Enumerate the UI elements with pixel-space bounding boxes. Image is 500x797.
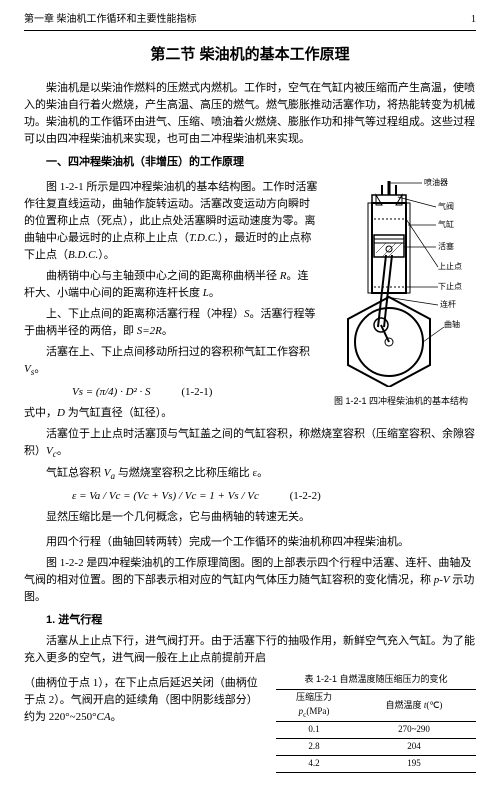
cell: 4.2 [276,756,352,773]
txt: 气缸总容积 [46,467,104,479]
p-intake-1: 活塞从上止点下行，进气阀打开。由于活塞下行的抽吸作用，新鲜空气充入气缸。为了能充… [24,633,476,667]
sym-CA: CA [97,711,111,723]
label-piston: 活塞 [438,241,454,251]
page-header: 第一章 柴油机工作循环和主要性能指标 1 [24,12,476,31]
sym: V [24,363,31,375]
bdc: B.D.C. [68,249,98,261]
sym-pV: p-V [434,574,450,586]
eqno: (1-2-2) [290,490,321,502]
label-injector: 喷油器 [424,177,448,187]
sym-D: D [57,407,65,419]
intro-paragraph: 柴油机是以柴油作燃料的压燃式内燃机。工作时，空气在气缸内被压缩而产生高温，使喷入… [24,80,476,148]
sym: =2R [142,325,162,337]
subheading-intake: 1. 进气行程 [24,612,476,629]
tdc: T.D.C. [189,232,218,244]
cell: 0.1 [276,722,352,739]
label-crank: 曲轴 [444,319,460,329]
cell: 270~290 [352,722,476,739]
page: 第一章 柴油机工作循环和主要性能指标 1 第二节 柴油机的基本工作原理 柴油机是… [0,0,500,797]
label-valve: 气阀 [438,201,454,211]
figure-caption: 图 1-2-1 四冲程柴油机的基本结构 [326,395,476,409]
page-number: 1 [471,12,476,28]
label-cylinder: 气缸 [438,219,454,229]
table-row: 4.2195 [276,756,476,773]
txt: 上、下止点间的距离称活塞行程（冲程） [46,308,244,320]
p-four-stroke-def: 用四个行程（曲轴回转两转）完成一个工作循环的柴油机称四冲程柴油机。 [24,534,476,551]
content-with-figure: 喷油器 气阀 气缸 活塞 上止点 下止点 连杆 曲轴 图 1-2-1 四冲程柴油… [24,175,476,530]
txt: 。 [209,287,220,299]
label-tdc: 上止点 [438,261,462,271]
table-title: 表 1-2-1 自燃温度随压缩压力的变化 [276,673,476,687]
label-bdc: 下止点 [438,281,462,291]
p-compression-ratio: 气缸总容积 Va 与燃烧室容积之比称压缩比 ε。 [24,465,476,483]
table-row: 0.1270~290 [276,722,476,739]
txt: ）。 [98,249,115,261]
label-conrod: 连杆 [440,299,456,309]
eqno: (1-2-1) [181,386,212,398]
p-combustion-volume: 活塞位于上止点时活塞顶与气缸盖之间的气缸容积，称燃烧室容积（压缩室容积、余隙容积… [24,426,476,461]
subheading-1: 一、四冲程柴油机（非增压）的工作原理 [24,154,476,171]
cell: 195 [352,756,476,773]
p-fig-1-2-2: 图 1-2-2 是四冲程柴油机的工作原理简图。图的上部表示四个行程中活塞、连杆、… [24,555,476,606]
section-title: 第二节 柴油机的基本工作原理 [24,43,476,66]
unit: (MPa) [306,706,329,716]
txt: 自燃温度 [386,700,424,710]
engine-diagram-svg: 喷油器 气阀 气缸 活塞 上止点 下止点 连杆 曲轴 [326,177,476,387]
p-epsilon-note: 显然压缩比是一个几何概念，它与曲柄轴的转速无关。 [24,509,476,526]
eq: ε = Va / Vc = (Vc + Vs) / Vc = 1 + Vs / … [72,490,259,502]
sym: V [46,445,53,457]
cell: 2.8 [276,739,352,756]
eq: Vs = (π/4) · D² · S [72,386,151,398]
txt: 曲柄销中心与主轴颈中心之间的距离称曲柄半径 [46,270,280,282]
txt: 为气缸直径（缸径）。 [65,407,172,419]
table-1-2-1: 表 1-2-1 自燃温度随压缩压力的变化 压缩压力 pc(MPa) 自燃温度 t… [276,673,476,773]
txt: 。 [111,711,122,723]
txt: 。 [57,445,68,457]
txt: 图 1-2-2 是四冲程柴油机的工作原理简图。图的上部表示四个行程中活塞、连杆、… [24,557,471,586]
txt: 。 [162,325,173,337]
txt: 活塞在上、下止点间移动所扫过的容积称气缸工作容积 [46,346,310,358]
ignition-table: 压缩压力 pc(MPa) 自燃温度 t(℃) 0.1270~290 2.8204… [276,689,476,773]
txt: （曲柄位于点 1），在下止点后延迟关闭（曲柄位于点 2）。气阀开启的延续角（图中… [24,677,258,723]
txt: 式中， [24,407,57,419]
table-row: 2.8204 [276,739,476,756]
txt: 压缩压力 [296,692,332,702]
txt: 与燃烧室容积之比称压缩比 ε。 [115,467,268,479]
figure-1-2-1: 喷油器 气阀 气缸 活塞 上止点 下止点 连杆 曲轴 图 1-2-1 四冲程柴油… [326,177,476,409]
unit: (℃) [426,700,442,710]
cell: 204 [352,739,476,756]
txt: 活塞位于上止点时活塞顶与气缸盖之间的气缸容积，称燃烧室容积（压缩室容积、余隙容积… [24,428,475,457]
content-with-table: 表 1-2-1 自燃温度随压缩压力的变化 压缩压力 pc(MPa) 自燃温度 t… [24,671,476,773]
txt: 。 [34,363,45,375]
formula-1-2-2: ε = Va / Vc = (Vc + Vs) / Vc = 1 + Vs / … [72,488,476,505]
chapter-title: 第一章 柴油机工作循环和主要性能指标 [24,12,197,28]
